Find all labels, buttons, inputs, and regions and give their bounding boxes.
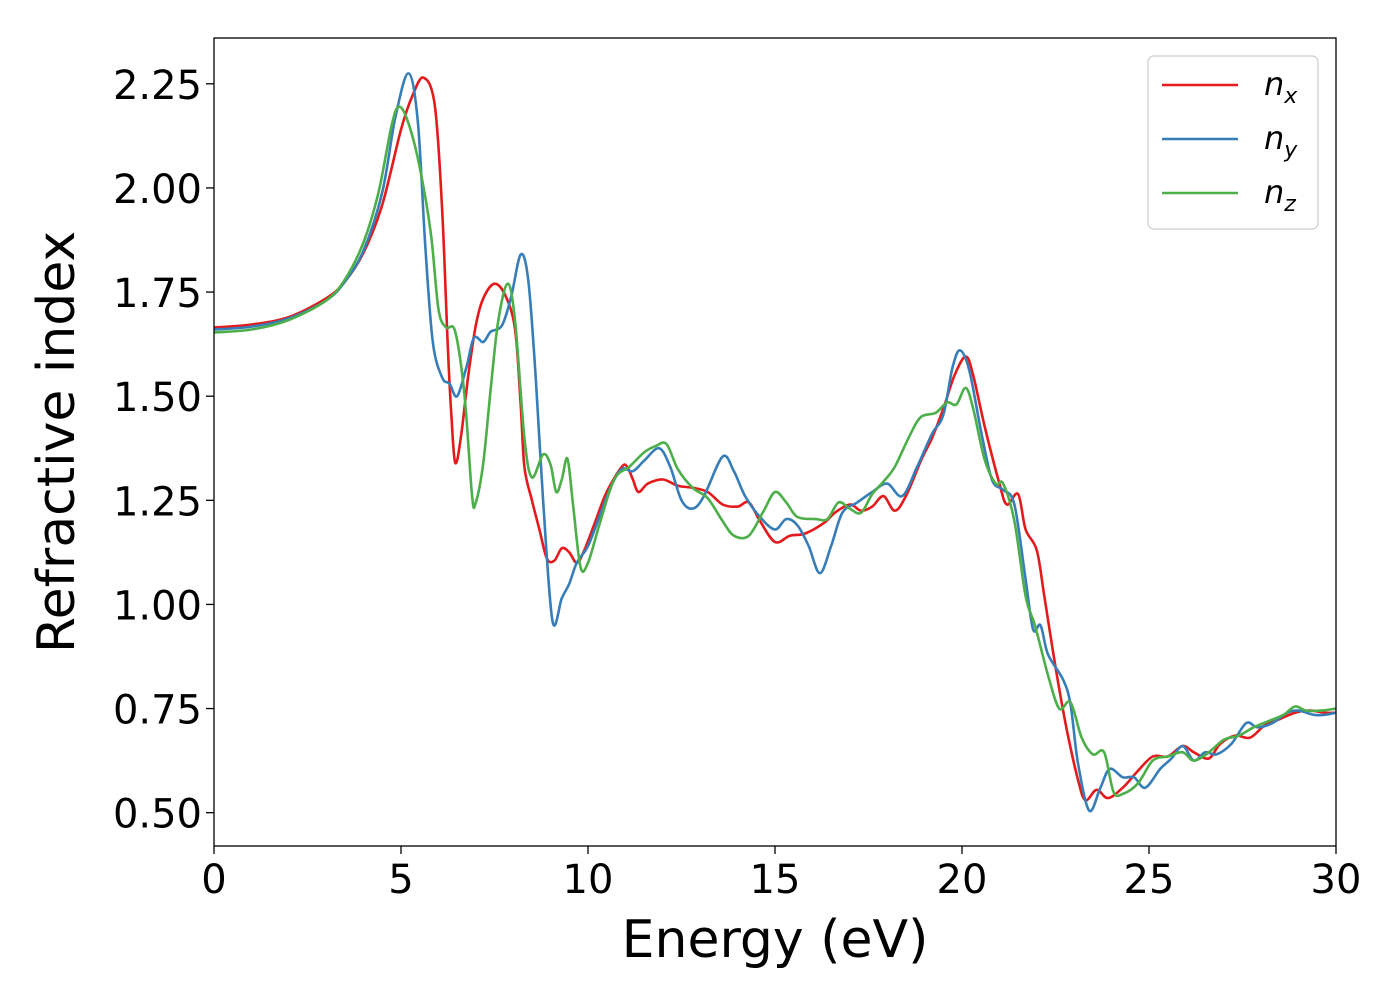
y-tick-label: 0.75 <box>113 688 202 734</box>
x-tick-label: 15 <box>750 857 801 903</box>
x-tick-label: 5 <box>388 857 413 903</box>
x-axis-label: Energy (eV) <box>622 910 929 970</box>
y-tick-label: 2.00 <box>113 167 202 213</box>
x-tick-label: 30 <box>1311 857 1362 903</box>
y-tick-label: 1.75 <box>113 271 202 317</box>
x-tick-label: 0 <box>201 857 226 903</box>
legend-label-z: nz <box>1264 173 1296 217</box>
legend-box <box>1147 55 1319 230</box>
y-axis-label: Refractive index <box>27 231 87 653</box>
y-tick-label: 1.50 <box>113 375 202 421</box>
y-axis-ticks: 0.50 0.75 1.00 1.25 1.50 1.75 2.00 2.25 <box>113 63 214 838</box>
x-tick-label: 20 <box>937 857 988 903</box>
legend-label-x: nx <box>1264 65 1298 109</box>
x-axis-ticks: 0 5 10 15 20 25 30 <box>201 846 1361 903</box>
y-tick-label: 1.25 <box>113 479 202 525</box>
legend-label-y: ny <box>1264 119 1298 163</box>
y-tick-label: 1.00 <box>113 583 202 629</box>
y-tick-label: 0.50 <box>113 792 202 838</box>
series-line-y <box>213 72 1337 813</box>
x-tick-label: 25 <box>1124 857 1175 903</box>
y-tick-label: 2.25 <box>113 63 202 109</box>
x-tick-label: 10 <box>563 857 614 903</box>
series-line-z <box>213 105 1337 798</box>
legend: nx ny nz <box>1147 55 1319 230</box>
series-lines <box>213 72 1337 813</box>
